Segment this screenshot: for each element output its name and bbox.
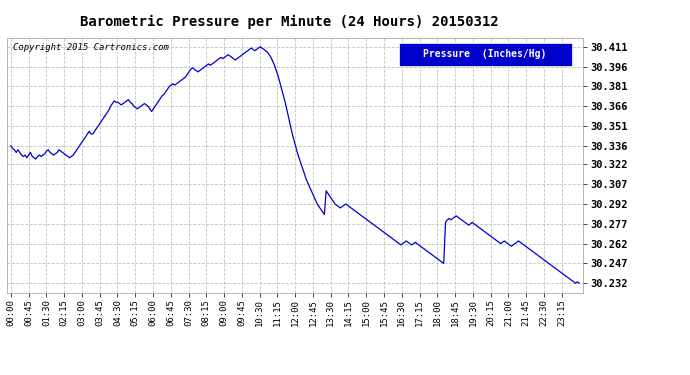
Text: Copyright 2015 Cartronics.com: Copyright 2015 Cartronics.com [12, 43, 168, 52]
Text: Barometric Pressure per Minute (24 Hours) 20150312: Barometric Pressure per Minute (24 Hours… [81, 15, 499, 29]
FancyBboxPatch shape [399, 43, 571, 66]
Text: Pressure  (Inches/Hg): Pressure (Inches/Hg) [424, 49, 546, 59]
